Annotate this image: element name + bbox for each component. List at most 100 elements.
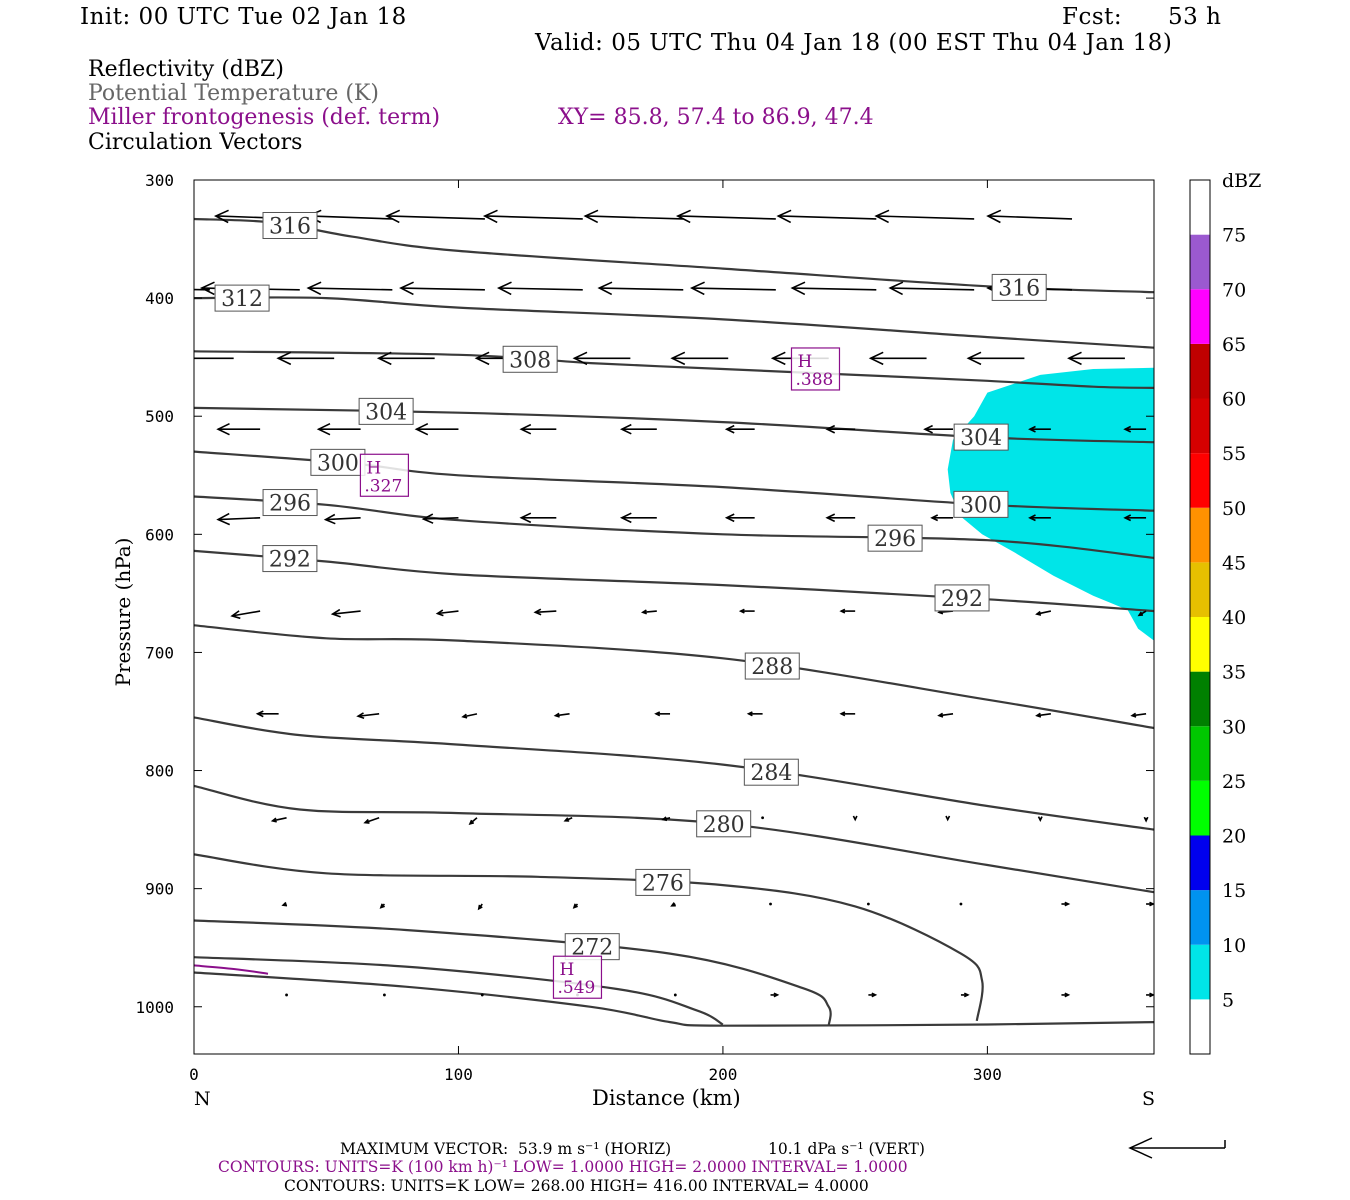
y-tick-label: 400 [145,289,174,308]
circulation-vector-head [461,713,468,719]
colorbar-level-label: 65 [1222,334,1246,356]
theta-label-box-300-1 [953,490,1009,518]
circulation-vector-head [888,281,904,296]
circulation-vector-head [640,609,647,615]
colorbar-segment [1190,726,1210,781]
circulation-vector-head [923,424,933,434]
circulation-vector-head [1064,992,1071,998]
theta-label-292-1: 292 [941,587,983,612]
circulation-vector [677,215,776,220]
circulation-vector-head [572,903,578,909]
theta-label-288-0: 288 [751,655,793,680]
legend-circulation: Circulation Vectors [88,130,303,155]
theta-label-box-272-0 [564,933,620,961]
circulation-vector-head [477,904,483,911]
reference-vector-arrow [1128,1137,1226,1159]
circulation-vector-head [306,281,322,296]
circulation-vector-head [281,901,288,907]
x-tick-label: 300 [973,1065,1002,1084]
theta-label-box-280-0 [696,810,752,838]
circulation-vector-head [654,711,661,717]
colorbar-level-label: 40 [1222,607,1246,629]
x-tick-label: 0 [189,1065,199,1084]
colorbar-segment [1190,671,1210,727]
circulation-vector-head [966,351,982,366]
colorbar-segment [1190,343,1210,399]
circulation-vector [938,713,954,717]
circulation-vector-head [468,819,475,825]
theta-label-box-292-0 [262,545,318,573]
init-time: Init: 00 UTC Tue 02 Jan 18 [80,4,407,30]
circulation-vector-head [255,710,264,718]
circulation-vector-head [178,352,191,364]
theta-label-box-312-0 [214,284,270,312]
theta-label-box-296-1 [867,524,923,552]
circulation-vector-head [839,608,846,614]
circulation-vector-head [230,610,241,620]
circulation-vector-head [572,351,588,366]
circulation-vector [673,993,677,997]
y-tick-label: 700 [145,643,174,662]
circulation-vector-head [1149,901,1154,907]
circulation-vector-head [738,608,745,614]
cross-section-coordinates: XY= 85.8, 57.4 to 86.9, 47.4 [558,105,874,130]
circulation-vector [599,287,684,291]
colorbar-segment [1190,999,1210,1054]
circulation-vector [218,516,261,521]
frontogenesis-contour-info: CONTOURS: UNITS=K (100 km h)⁻¹ LOW= 1.00… [218,1158,908,1176]
theta-label-box-304-0 [358,397,414,425]
frontogenesis-max-box-1 [359,453,410,497]
colorbar-segment [1190,944,1210,1000]
circulation-vector [555,713,570,717]
colorbar-level-label: 5 [1222,989,1234,1011]
max-vector-vert: 10.1 dPa s⁻¹ (VERT) [768,1140,925,1158]
circulation-vector [325,516,361,521]
circulation-vector-head [323,513,336,525]
colorbar-level-label: 15 [1222,880,1246,902]
circulation-vector-head [776,209,792,224]
circulation-vector [231,610,261,617]
circulation-vector-head [270,817,277,823]
circulation-vector-head [1035,610,1042,616]
frontogenesis-max-box-2 [552,955,603,999]
theta-label-300-0: 300 [317,451,359,476]
circulation-vector [272,817,287,822]
colorbar-level-label: 35 [1222,662,1246,684]
circulation-vector [1036,610,1052,615]
theta-contour-312 [194,296,1154,349]
colorbar-level-label: 25 [1222,771,1246,793]
circulation-vector-head [930,514,939,522]
circulation-vector-head [825,513,836,523]
theta-label-box-304-1 [953,423,1009,451]
circulation-vector-head [1035,712,1042,718]
circulation-vector-head [1143,816,1149,823]
circulation-vector-head [773,992,780,998]
circulation-vector [400,287,485,291]
theta-label-304-1: 304 [960,426,1002,451]
circulation-vector [535,610,557,614]
theta-label-276-0: 276 [642,871,684,896]
theta-contour-280 [194,784,1154,894]
circulation-vector-head [276,351,292,366]
colorbar-level-label: 30 [1222,716,1246,738]
circulation-vector-head [482,209,498,224]
circulation-vector-head [675,209,691,224]
circulation-vector-head [689,281,705,296]
circulation-vector-head [519,512,532,524]
colorbar-level-label: 10 [1222,935,1246,957]
circulation-vector [866,902,870,906]
valid-time: Valid: 05 UTC Thu 04 Jan 18 (00 EST Thu … [535,30,1173,56]
circulation-vector [987,215,1073,220]
circulation-vector-head [1037,816,1043,823]
frontogenesis-max-value-0: .388 [795,370,833,390]
circulation-vector-head [852,815,858,822]
south-label: S [1142,1088,1156,1110]
colorbar-segment [1190,780,1210,836]
circulation-vector-head [1123,425,1132,433]
circulation-vector [332,610,361,615]
colorbar-segment [1190,234,1210,290]
circulation-vector-head [619,512,632,524]
theta-contour-info: CONTOURS: UNITS=K LOW= 268.00 HIGH= 416.… [284,1177,869,1195]
y-tick-label: 800 [145,762,174,781]
